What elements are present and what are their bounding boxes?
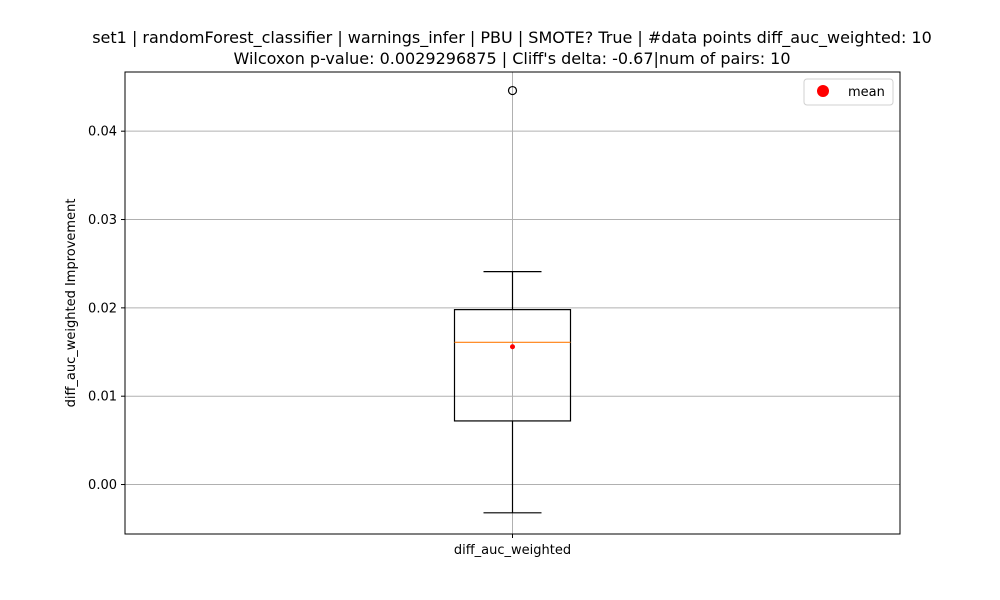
plot-frame — [124, 71, 901, 535]
y-tick-label: 0.02 — [88, 301, 117, 316]
y-tick-label: 0.03 — [88, 213, 117, 228]
y-axis-ticks: 0.00 0.01 0.02 0.03 0.04 — [88, 125, 125, 493]
chart-title-line2: Wilcoxon p-value: 0.0029296875 | Cliff's… — [233, 49, 790, 68]
legend-entry-mean: mean — [848, 85, 885, 100]
y-axis-label: diff_auc_weighted Improvement — [64, 199, 79, 408]
mean-point — [510, 344, 515, 350]
interquartile-box — [453, 309, 572, 422]
y-tick-label: 0.00 — [88, 478, 117, 493]
legend-frame — [803, 78, 894, 106]
x-axis-ticks: diff_auc_weighted — [454, 534, 571, 558]
y-tick-label: 0.01 — [88, 390, 117, 405]
legend-mean-marker — [817, 85, 829, 97]
box-group — [453, 85, 572, 514]
x-tick-label: diff_auc_weighted — [454, 543, 571, 558]
legend: mean — [803, 78, 894, 106]
y-tick-label: 0.04 — [88, 125, 117, 140]
outlier-point — [507, 85, 518, 96]
chart-title-line1: set1 | randomForest_classifier | warning… — [92, 28, 932, 48]
